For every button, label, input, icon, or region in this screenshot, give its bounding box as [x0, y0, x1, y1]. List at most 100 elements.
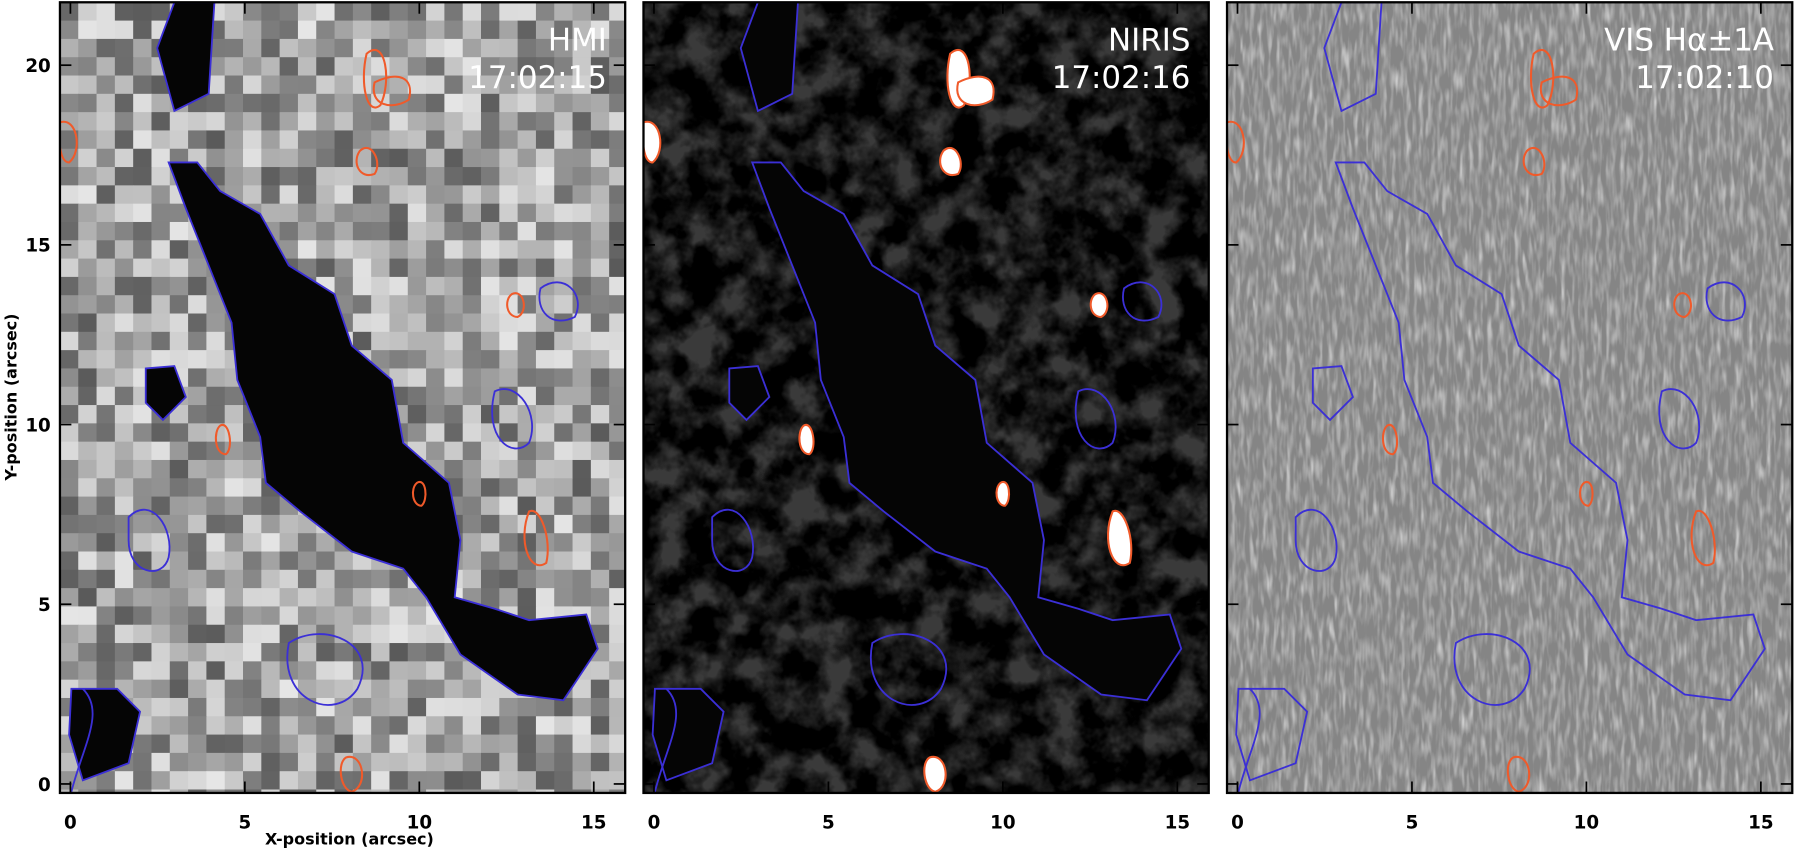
- pixel: [426, 661, 445, 681]
- pixel: [169, 606, 189, 626]
- pixel: [297, 789, 317, 793]
- pixel: [389, 331, 409, 351]
- positive-contour: [956, 75, 995, 107]
- pixel: [609, 606, 626, 626]
- pixel: [206, 661, 226, 681]
- pixel: [188, 368, 207, 388]
- pixel: [243, 716, 262, 736]
- pixel: [389, 276, 409, 296]
- pixel: [334, 588, 354, 608]
- pixel: [389, 643, 409, 662]
- pixel: [444, 405, 464, 424]
- pixel: [554, 167, 574, 186]
- pixel: [334, 2, 354, 22]
- pixel: [609, 258, 626, 278]
- pixel: [499, 240, 519, 260]
- pixel: [114, 368, 134, 388]
- pixel: [407, 350, 427, 370]
- pixel: [462, 75, 482, 95]
- pixel: [78, 350, 98, 370]
- x-tick-label: 5: [1406, 812, 1419, 833]
- pixel: [59, 331, 79, 351]
- pixel: [224, 405, 244, 424]
- pixel: [444, 57, 464, 77]
- pixel: [261, 93, 281, 113]
- pixel: [96, 75, 116, 95]
- pixel: [59, 551, 79, 571]
- pixel: [297, 221, 317, 241]
- pixel: [114, 75, 134, 95]
- pixel: [206, 441, 226, 461]
- pixel: [114, 771, 134, 791]
- pixel: [169, 551, 189, 571]
- pixel: [462, 478, 482, 498]
- pixel: [297, 167, 317, 186]
- frame: [642, 1, 1210, 795]
- pixel: [334, 752, 354, 772]
- pixel: [426, 240, 445, 260]
- pixel: [59, 624, 79, 644]
- pixel: [224, 734, 244, 754]
- pixel: [188, 643, 207, 662]
- pixel: [224, 606, 244, 626]
- pixel: [316, 643, 336, 662]
- pixel: [334, 203, 354, 223]
- pixel: [133, 350, 153, 370]
- pixel: [371, 167, 391, 186]
- pixel: [261, 112, 281, 132]
- pixel: [352, 38, 372, 58]
- pixel: [407, 276, 427, 296]
- pixel: [389, 185, 409, 205]
- pixel: [151, 697, 171, 717]
- pixel: [224, 148, 244, 168]
- pixel: [352, 313, 372, 333]
- pixel: [78, 496, 98, 516]
- pixel: [590, 130, 610, 150]
- pixel: [609, 167, 626, 186]
- pixel: [151, 679, 171, 699]
- pixel: [133, 588, 153, 608]
- pixel: [371, 789, 391, 793]
- pixel: [462, 331, 482, 351]
- pixel: [554, 350, 574, 370]
- pixel: [554, 789, 574, 793]
- pixel: [554, 185, 574, 205]
- pixel: [334, 551, 354, 571]
- pixel: [590, 752, 610, 772]
- pixel: [334, 93, 354, 113]
- pixel: [517, 533, 537, 553]
- pixel: [517, 148, 537, 168]
- pixel: [169, 313, 189, 333]
- pixel: [169, 276, 189, 296]
- pixel: [426, 130, 445, 150]
- pixel: [188, 679, 207, 699]
- pixel: [114, 185, 134, 205]
- pixel: [444, 661, 464, 681]
- pixel: [78, 386, 98, 406]
- pixel: [96, 148, 116, 168]
- pixel: [114, 533, 134, 553]
- pixel: [554, 112, 574, 132]
- pixel: [206, 75, 226, 95]
- pixel: [78, 112, 98, 132]
- pixel: [243, 478, 262, 498]
- pixel: [462, 533, 482, 553]
- bright-patch: [799, 424, 814, 455]
- pixel: [535, 423, 555, 443]
- y-tick-label: 10: [25, 415, 50, 436]
- pixel: [352, 130, 372, 150]
- pixel: [297, 661, 317, 681]
- pixel: [517, 459, 537, 479]
- pixel: [590, 203, 610, 223]
- pixel: [426, 93, 445, 113]
- pixel: [444, 75, 464, 95]
- pixel: [78, 221, 98, 241]
- pixel: [426, 167, 445, 186]
- pixel: [188, 716, 207, 736]
- pixel: [499, 167, 519, 186]
- pixel: [316, 57, 336, 77]
- pixel: [114, 38, 134, 58]
- pixel: [78, 533, 98, 553]
- pixel: [590, 350, 610, 370]
